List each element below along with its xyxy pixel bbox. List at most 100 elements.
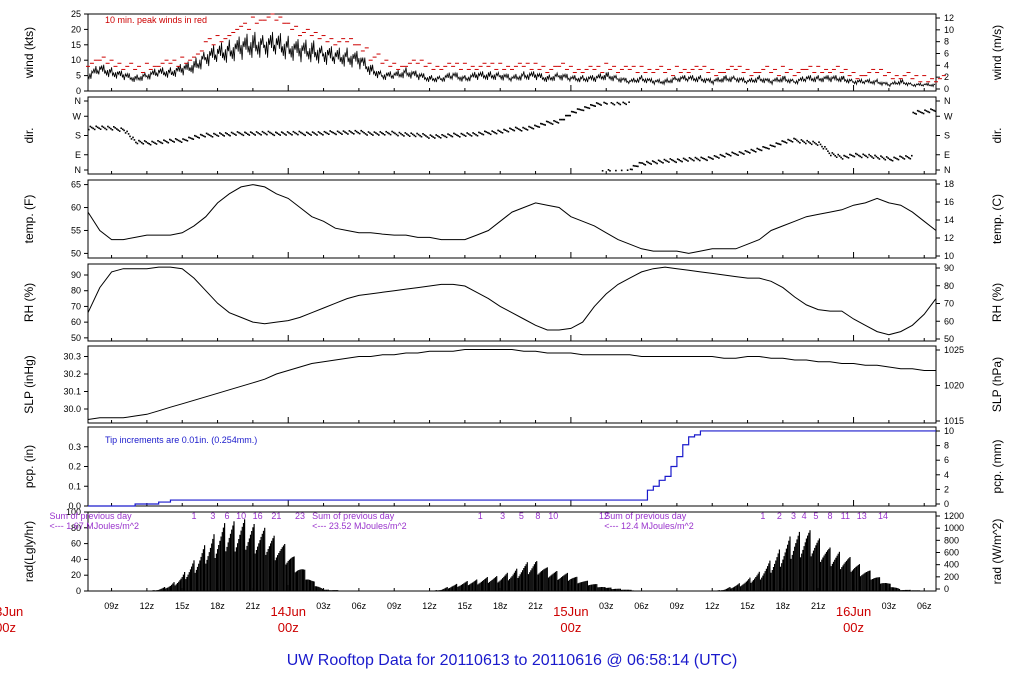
dir-point [135, 141, 137, 144]
left-axis-label: RH (%) [22, 283, 36, 322]
left-tick-label: 60 [71, 539, 81, 549]
rad-hour-mark: 4 [802, 511, 807, 521]
right-tick-label: 4 [944, 60, 949, 70]
dir-point [905, 155, 907, 157]
dir-point [494, 132, 496, 134]
left-tick-label: 15 [71, 40, 81, 50]
rh-series [87, 266, 937, 336]
dir-point [603, 101, 605, 104]
dir-point [124, 132, 127, 134]
dir-point [98, 127, 100, 129]
dir-point [775, 142, 778, 144]
dir-point [121, 128, 124, 131]
dir-point [475, 134, 477, 136]
dir-point [819, 143, 822, 146]
dir-point [584, 106, 586, 108]
dir-point [348, 130, 351, 132]
dir-point [856, 153, 859, 156]
dir-point [146, 142, 149, 144]
dir-point [177, 139, 180, 142]
panel-frame [87, 96, 937, 175]
right-tick-label: N [944, 165, 951, 175]
dir-point [827, 150, 829, 152]
dir-point [791, 141, 794, 143]
dir-point [542, 123, 545, 126]
dir-point [244, 131, 246, 134]
dir-point [308, 133, 311, 135]
dir-point [350, 131, 352, 133]
dir-point [314, 133, 317, 135]
dir-point [519, 129, 521, 131]
dir-point [198, 137, 200, 139]
day-label: 16Jun [836, 604, 871, 619]
dir-point [828, 152, 831, 155]
dir-point [858, 154, 860, 157]
dir-point [551, 123, 554, 125]
dir-point [149, 143, 152, 146]
dir-point [186, 140, 189, 142]
dir-point [657, 159, 660, 162]
dir-point [650, 163, 652, 165]
dir-point [487, 131, 489, 134]
dir-point [275, 131, 277, 134]
dir-point [332, 131, 334, 134]
dir-point [794, 138, 797, 140]
dir-point [141, 141, 143, 144]
dir-point [196, 136, 199, 138]
right-tick-label: 80 [944, 281, 954, 291]
dir-point [832, 153, 835, 156]
dir-point [855, 152, 857, 155]
dir-point [164, 140, 167, 142]
dir-point [118, 130, 121, 132]
dir-point [294, 131, 296, 134]
dir-point [401, 134, 404, 136]
left-tick-label: 5 [76, 71, 81, 81]
left-tick-label: 100 [66, 507, 81, 517]
dir-point [413, 134, 415, 137]
dir-point [567, 114, 570, 117]
dir-point [295, 132, 298, 135]
left-tick-label: 0.0 [68, 501, 81, 511]
panel-frame [87, 13, 937, 92]
dir-point [597, 102, 599, 105]
dir-point [831, 152, 834, 154]
dir-point [163, 139, 165, 141]
dir-point [656, 162, 658, 165]
dir-point [850, 154, 853, 156]
dir-point [328, 133, 330, 135]
dir-point [782, 140, 785, 143]
dir-point [398, 131, 401, 134]
left-tick-label: 70 [71, 301, 81, 311]
dir-point [298, 130, 301, 133]
dir-point [385, 130, 387, 133]
dir-point [276, 132, 278, 134]
dir-point [282, 132, 284, 134]
dir-point [353, 133, 355, 135]
dir-point [690, 157, 692, 160]
dir-point [570, 110, 573, 113]
dir-point [866, 156, 869, 159]
dir-point [251, 132, 253, 134]
day-hour-label: 00z [278, 620, 299, 635]
dir-point [760, 149, 763, 152]
dir-point [669, 158, 672, 160]
dir-point [500, 131, 502, 133]
dir-point [700, 156, 702, 159]
dir-point [297, 133, 299, 136]
dir-point [818, 141, 820, 143]
panel-rh: RH (%) RH (%) 50 60 70 80 90 50 60 70 80 90 [22, 263, 1004, 344]
dir-point [877, 157, 879, 159]
dir-point [821, 145, 823, 148]
right-axis-label: temp. (C) [990, 194, 1004, 244]
dir-point [367, 131, 370, 133]
dir-point [174, 138, 177, 140]
panel-rad: rad(Lgly/hr) rad (W/m^2)02040608010002004… [22, 507, 1004, 596]
dir-point [169, 138, 171, 141]
rad-hour-mark: 5 [813, 511, 818, 521]
dir-point [644, 164, 647, 166]
rad-hour-mark: 1 [760, 511, 765, 521]
dir-point [618, 102, 620, 105]
dir-point [489, 133, 492, 136]
dir-point [835, 156, 838, 158]
left-tick-label: N [75, 165, 82, 175]
